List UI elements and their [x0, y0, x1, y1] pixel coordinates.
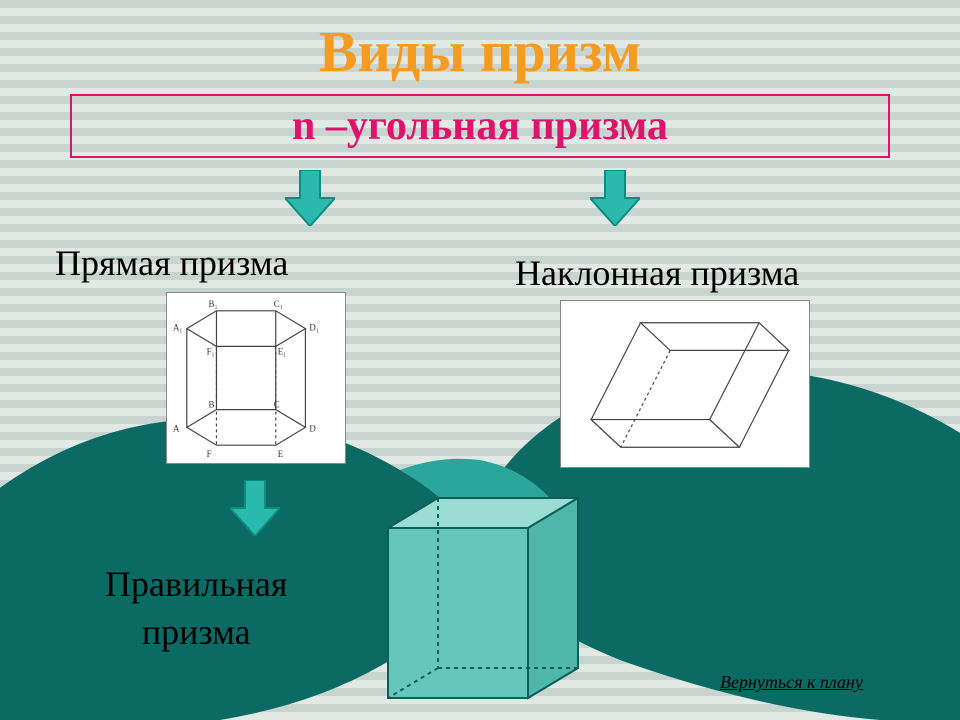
svg-text:C₁: C₁	[274, 299, 283, 309]
subtitle-box: n –угольная призма	[70, 94, 890, 158]
svg-text:B: B	[209, 400, 215, 410]
oblique-prism-figure	[560, 300, 810, 468]
svg-text:F: F	[207, 449, 212, 459]
arrow-down-left	[285, 170, 335, 226]
svg-text:E: E	[278, 449, 283, 459]
hexagonal-prism-figure: B₁ C₁ D₁ E₁ F₁ A₁ B C D E F A	[166, 292, 346, 464]
label-oblique-prism: Наклонная призма	[515, 252, 799, 294]
svg-text:E₁: E₁	[278, 346, 287, 356]
svg-text:B₁: B₁	[209, 299, 218, 309]
label-regular-prism: Правильная призма	[105, 560, 287, 656]
regular-prism-cuboid	[378, 488, 593, 708]
subtitle-text: n –угольная призма	[292, 102, 668, 150]
arrow-down-bottom	[230, 480, 280, 536]
svg-text:A: A	[173, 423, 180, 433]
slide-title: Виды призм	[0, 18, 960, 85]
svg-text:A₁: A₁	[173, 323, 183, 333]
svg-text:D: D	[309, 423, 316, 433]
arrow-down-right	[590, 170, 640, 226]
svg-text:F₁: F₁	[207, 346, 215, 356]
svg-text:D₁: D₁	[309, 323, 319, 333]
svg-text:C: C	[274, 400, 280, 410]
label-straight-prism: Прямая призма	[55, 242, 288, 284]
return-to-plan-link[interactable]: Вернуться к плану	[720, 672, 863, 693]
